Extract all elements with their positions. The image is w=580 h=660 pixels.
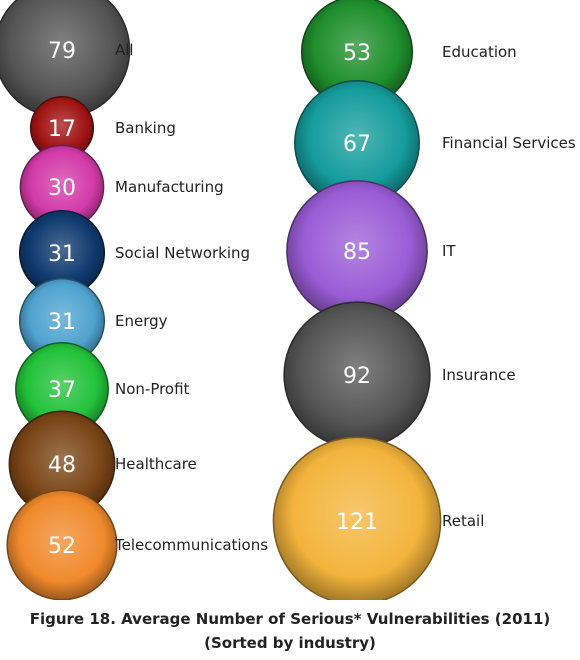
category-label-retail: Retail	[442, 512, 484, 530]
bubble-retail	[272, 436, 442, 600]
chart-title: Figure 18. Average Number of Serious* Vu…	[29, 610, 551, 628]
bubble-chart: 79 All 17 Banking 30 Manufacturing 31 Social Ne…	[0, 0, 576, 600]
bubble-value-telecommunications: 52	[48, 534, 76, 559]
bubble-value-healthcare: 48	[48, 453, 76, 478]
bubble-telecommunications	[6, 489, 118, 600]
category-label-manufacturing: Manufacturing	[115, 178, 224, 196]
category-label-non-profit: Non-Profit	[115, 380, 190, 398]
category-label-all: All	[115, 41, 134, 59]
bubble-value-retail: 121	[336, 510, 378, 535]
category-label-it: IT	[442, 242, 456, 260]
bubble-value-energy: 31	[48, 310, 76, 335]
bubble-value-manufacturing: 30	[48, 176, 76, 201]
bubble-value-insurance: 92	[343, 364, 371, 389]
bubble-layer: 79 All 17 Banking 30 Manufacturing 31 Social Ne…	[0, 0, 576, 600]
category-label-financial-services: Financial Services	[442, 134, 576, 152]
bubble-value-banking: 17	[48, 117, 76, 142]
bubble-value-all: 79	[48, 39, 76, 64]
category-label-insurance: Insurance	[442, 366, 516, 384]
bubble-value-education: 53	[343, 41, 371, 66]
category-label-social-networking: Social Networking	[115, 244, 250, 262]
category-label-energy: Energy	[115, 312, 168, 330]
bubble-value-it: 85	[343, 240, 371, 265]
category-label-banking: Banking	[115, 119, 176, 137]
category-label-healthcare: Healthcare	[115, 455, 197, 473]
category-label-telecommunications: Telecommunications	[114, 536, 268, 554]
chart-subtitle: (Sorted by industry)	[204, 634, 376, 652]
bubble-value-financial-services: 67	[343, 132, 371, 157]
category-label-education: Education	[442, 43, 517, 61]
bubble-value-non-profit: 37	[48, 378, 76, 403]
bubble-value-social-networking: 31	[48, 242, 76, 267]
